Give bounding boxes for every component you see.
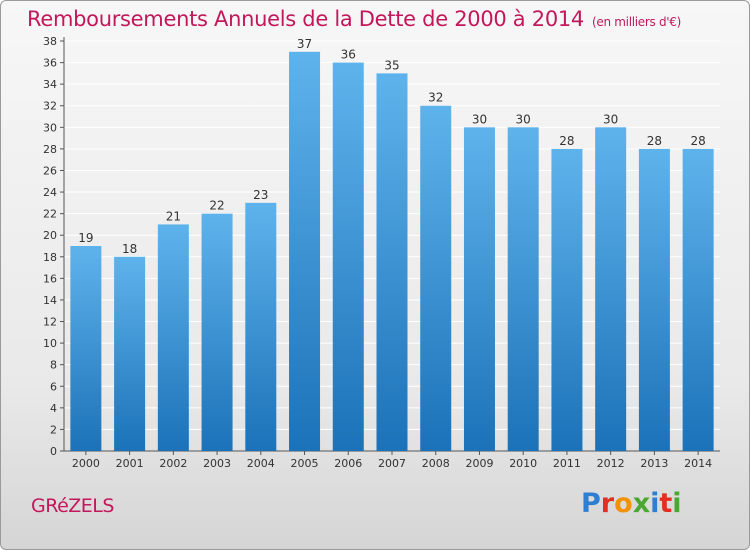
x-tick-label: 2002 xyxy=(159,457,187,470)
x-tick-label: 2003 xyxy=(203,457,231,470)
logo-letter: i xyxy=(650,488,660,519)
bar xyxy=(289,51,321,451)
data-label: 23 xyxy=(253,188,268,202)
bar xyxy=(551,148,583,452)
bar xyxy=(201,213,233,451)
logo-letter: t xyxy=(659,488,673,519)
x-tick-label: 2014 xyxy=(684,457,712,470)
data-label: 22 xyxy=(209,199,224,213)
y-tick-label: 32 xyxy=(43,100,57,113)
y-tick-label: 34 xyxy=(43,78,57,91)
y-tick-label: 14 xyxy=(43,294,57,307)
y-tick-label: 26 xyxy=(43,164,57,177)
chart-title-text: Remboursements Annuels de la Dette de 20… xyxy=(27,7,584,31)
x-tick-label: 2012 xyxy=(597,457,625,470)
data-label: 18 xyxy=(122,242,137,256)
chart-unit: (en milliers d'€) xyxy=(592,15,682,29)
data-label: 30 xyxy=(472,112,487,126)
data-label: 21 xyxy=(166,209,181,223)
y-tick-label: 0 xyxy=(50,445,57,458)
logo-letter: o xyxy=(614,488,633,519)
bar xyxy=(157,224,189,451)
bar xyxy=(507,127,539,451)
x-tick-label: 2001 xyxy=(116,457,144,470)
y-tick-label: 2 xyxy=(50,423,57,436)
data-label: 28 xyxy=(559,134,574,148)
x-tick-label: 2005 xyxy=(291,457,319,470)
bar xyxy=(332,62,364,451)
y-tick-label: 28 xyxy=(43,143,57,156)
x-tick-label: 2011 xyxy=(553,457,581,470)
x-tick-label: 2006 xyxy=(334,457,362,470)
x-tick-label: 2010 xyxy=(509,457,537,470)
data-label: 35 xyxy=(384,58,399,72)
y-tick-label: 18 xyxy=(43,251,57,264)
bar xyxy=(70,246,102,451)
bars xyxy=(70,51,714,452)
commune-name: GRéZELS xyxy=(31,495,114,517)
bar xyxy=(682,148,714,452)
y-tick-label: 4 xyxy=(50,402,57,415)
x-tick-label: 2009 xyxy=(465,457,493,470)
bar xyxy=(595,127,627,451)
y-tick-label: 16 xyxy=(43,272,57,285)
bar xyxy=(376,73,408,452)
bar xyxy=(245,202,277,451)
x-tick-label: 2007 xyxy=(378,457,406,470)
y-tick-label: 10 xyxy=(43,337,57,350)
x-tick-label: 2000 xyxy=(72,457,100,470)
labels: 0246810121416182022242628303234363819200… xyxy=(43,35,712,470)
y-tick-label: 6 xyxy=(50,380,57,393)
proxiti-logo: Proxiti xyxy=(581,488,682,519)
y-tick-label: 30 xyxy=(43,121,57,134)
y-tick-label: 38 xyxy=(43,35,57,48)
data-label: 36 xyxy=(341,48,356,62)
bar xyxy=(463,127,495,451)
y-tick-label: 36 xyxy=(43,57,57,70)
y-tick-label: 22 xyxy=(43,208,57,221)
y-tick-label: 8 xyxy=(50,359,57,372)
chart-title: Remboursements Annuels de la Dette de 20… xyxy=(27,7,681,31)
x-tick-label: 2013 xyxy=(640,457,668,470)
bar xyxy=(114,256,146,451)
y-tick-label: 20 xyxy=(43,229,57,242)
y-tick-label: 12 xyxy=(43,316,57,329)
x-tick-label: 2008 xyxy=(422,457,450,470)
data-label: 37 xyxy=(297,37,312,51)
x-tick-label: 2004 xyxy=(247,457,275,470)
logo-letter: i xyxy=(672,488,682,519)
logo-letter: r xyxy=(600,488,615,519)
logo-letter: P xyxy=(581,488,601,519)
y-tick-label: 24 xyxy=(43,186,57,199)
logo-letter: x xyxy=(632,488,651,519)
data-label: 32 xyxy=(428,91,443,105)
data-label: 19 xyxy=(78,231,93,245)
data-label: 28 xyxy=(690,134,705,148)
data-label: 28 xyxy=(647,134,662,148)
data-label: 30 xyxy=(516,112,531,126)
data-label: 30 xyxy=(603,112,618,126)
bar xyxy=(638,148,670,452)
bar xyxy=(420,105,452,451)
